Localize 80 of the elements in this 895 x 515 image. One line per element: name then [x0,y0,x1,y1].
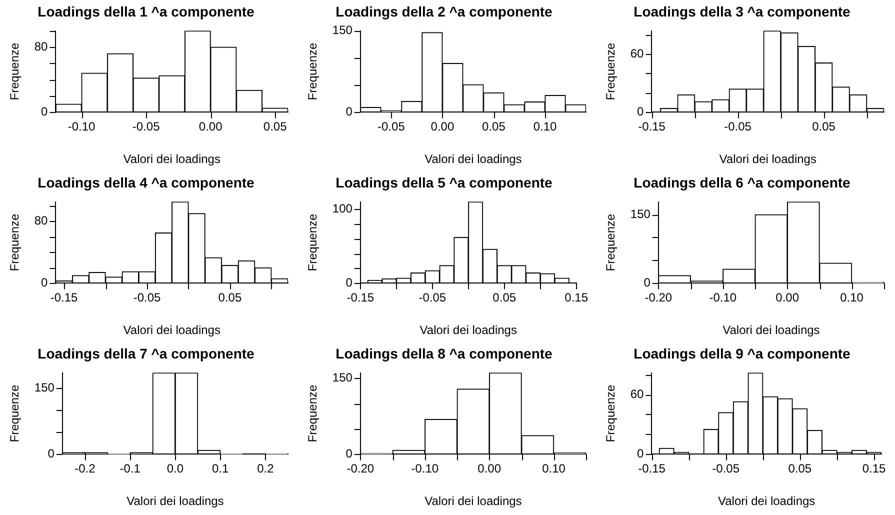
x-tick-label: -0.15 [638,120,666,134]
y-tick-label: 100 [332,202,353,216]
x-tick-label: -0.15 [50,290,78,305]
x-tick-label: 0.05 [812,120,836,134]
x-tick-label: 0.05 [482,120,506,134]
chart-title: Loadings della 7 ^a componente [38,345,255,362]
chart-title: Loadings della 9 ^a componente [634,345,851,362]
x-tick-label: -0.05 [132,120,160,134]
y-tick-label: 0 [644,276,651,290]
y-axis-title: Frequenze [604,42,618,100]
x-tick-label: 0.10 [533,120,557,134]
x-tick-label: -0.10 [411,462,439,476]
x-tick-label: 0.05 [263,120,288,134]
x-tick-label: 0.05 [492,290,516,305]
y-tick-label: 0 [346,276,353,290]
x-tick-label: -0.05 [724,120,752,134]
chart-title: Loadings della 6 ^a componente [634,174,851,190]
x-axis-title: Valori dei loadings [123,323,220,338]
y-axis-title: Frequenze [306,42,320,100]
y-tick-label: 150 [630,206,651,221]
x-tick-label: 0.1 [212,462,229,476]
x-tick-label: -0.15 [346,290,374,305]
x-tick-label: 0.00 [776,290,800,305]
y-tick-label: 60 [630,386,644,401]
x-axis-title: Valori dei loadings [719,152,816,166]
x-tick-label: 0.00 [478,462,502,476]
x-tick-label: -0.10 [68,120,96,134]
x-tick-label: 0.05 [788,462,812,476]
x-axis-title: Valori dei loadings [718,494,816,508]
y-tick-label: 60 [630,46,644,60]
x-tick-label: -0.15 [638,462,666,476]
y-tick-label: 0 [637,446,644,461]
chart-title: Loadings della 8 ^a componente [336,345,553,362]
x-tick-label: 0.05 [218,290,242,305]
x-axis-title: Valori dei loadings [420,323,517,338]
x-tick-label: -0.05 [712,462,740,476]
x-tick-label: 0.10 [542,462,566,476]
y-tick-label: 150 [332,370,353,385]
x-tick-label: 0.0 [166,462,184,476]
x-tick-label: -0.20 [644,290,672,305]
x-tick-label: -0.10 [709,290,737,305]
y-axis-title: Frequenze [8,384,22,442]
y-axis-title: Frequenze [306,213,320,272]
x-tick-label: 0.10 [840,290,864,305]
y-axis-title: Frequenze [604,213,618,272]
y-tick-label: 0 [637,104,644,119]
chart-title: Loadings della 1 ^a componente [38,3,255,20]
x-axis-title: Valori dei loadings [424,494,522,508]
y-axis-title: Frequenze [306,384,320,442]
x-axis-title: Valori dei loadings [126,494,224,508]
x-tick-label: 0.00 [430,120,454,134]
x-tick-label: -0.20 [346,462,374,476]
x-tick-label: -0.05 [418,290,446,305]
x-axis-title: Valori dei loadings [424,152,522,166]
x-axis-title: Valori dei loadings [123,152,220,166]
y-axis-title: Frequenze [8,213,22,272]
y-tick-label: 150 [332,23,353,38]
y-tick-label: 0 [346,446,353,461]
x-tick-label: 0.15 [862,462,886,476]
chart-title: Loadings della 2 ^a componente [336,3,553,20]
y-axis-title: Frequenze [604,384,618,442]
chart-title: Loadings della 3 ^a componente [634,3,851,20]
y-axis-title: Frequenze [8,42,22,100]
x-tick-label: 0.15 [564,290,588,305]
y-tick-label: 0 [41,104,48,119]
y-tick-label: 0 [48,446,55,461]
chart-title: Loadings della 5 ^a componente [336,174,553,190]
x-tick-label: 0.2 [257,462,274,476]
x-tick-label: -0.05 [378,120,406,134]
chart-title: Loadings della 4 ^a componente [38,174,255,190]
y-tick-label: 80 [34,213,48,228]
x-tick-label: -0.05 [133,290,161,305]
x-tick-label: 0.00 [198,120,223,134]
x-tick-label: -0.1 [120,462,141,476]
y-tick-label: 0 [41,276,48,290]
y-tick-label: 0 [346,104,353,119]
x-tick-label: -0.2 [74,462,96,476]
y-tick-label: 150 [34,380,55,395]
y-tick-label: 80 [34,39,48,54]
x-axis-title: Valori dei loadings [722,323,820,338]
